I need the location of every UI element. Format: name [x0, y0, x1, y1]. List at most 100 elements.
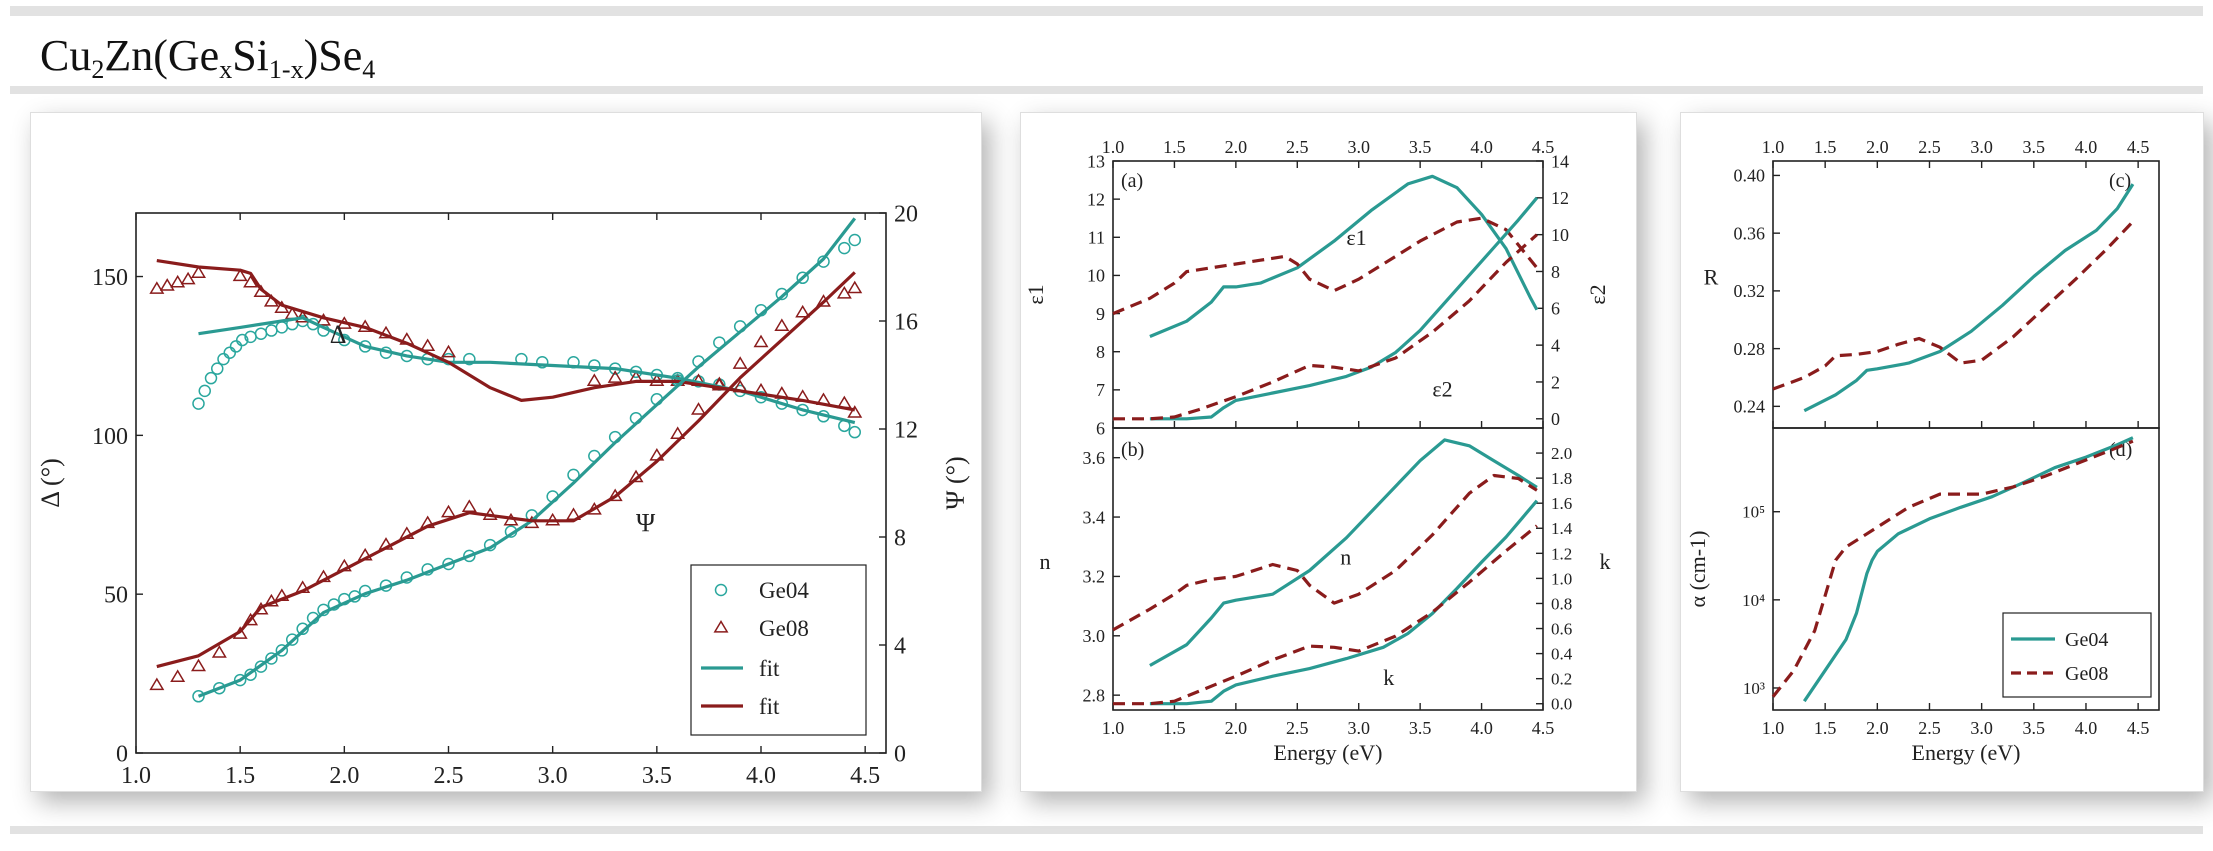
c-y-axis-label-3: 0.36 — [1734, 223, 1766, 243]
b-y-axis-label-2: 3.2 — [1083, 567, 1106, 587]
a-y-axis-label-7: 13 — [1087, 151, 1105, 171]
ge04-point-2-37 — [838, 241, 851, 255]
panel-b-frame — [1112, 427, 1544, 711]
legend-right-label-0: Ge04 — [2065, 629, 2108, 651]
d-x-axis-label-3: 2.5 — [1918, 718, 1941, 738]
legend-right-label-1: Ge08 — [2065, 663, 2108, 685]
title-divider — [10, 86, 2203, 94]
a-y-axis-title: ε1 — [1023, 284, 1048, 304]
ge04-point-0-4 — [217, 352, 230, 366]
a-y-axis-label-5: 11 — [1088, 228, 1105, 248]
b-x-axis-label-2: 2.0 — [1225, 718, 1248, 738]
ge08-point-3-28 — [691, 402, 706, 415]
ge04-point-0-39 — [848, 425, 861, 439]
b-y-axis-title: n — [1040, 549, 1051, 574]
title-part-1: Cu — [40, 31, 92, 80]
ge04-point-0-10 — [265, 324, 278, 337]
c-top-axis-label-2: 2.0 — [1866, 137, 1889, 157]
a-curve-3 — [1113, 233, 1538, 421]
b-y-axis-label-3: 3.4 — [1083, 507, 1106, 527]
x-axis-label-7: 4.5 — [850, 763, 880, 789]
top-divider — [10, 6, 2203, 16]
ge04-point-2-24 — [567, 468, 580, 482]
ge08-point-3-31 — [753, 334, 769, 348]
d-curve-1 — [1771, 439, 2134, 698]
d-curve-0 — [1802, 436, 2134, 703]
a-curve-2 — [1149, 196, 1539, 421]
c-top-axis-label-5: 3.5 — [2023, 137, 2046, 157]
plot-frame — [135, 212, 887, 754]
annotation-eps1: ε1 — [1346, 225, 1366, 250]
a-y-axis-label-1: 7 — [1096, 380, 1105, 400]
ge04-point-2-2 — [233, 673, 247, 687]
panel-b-label: (b) — [1121, 439, 1144, 461]
b-curve-1 — [1112, 473, 1538, 632]
page-title: Cu2Zn(GexSi1-x)Se4 — [40, 30, 375, 85]
ge08-point-3-3 — [211, 645, 227, 658]
a-y-axis-label-3: 9 — [1096, 304, 1105, 324]
ge04-point-2-7 — [286, 633, 299, 646]
d-x-axis-label-6: 4.0 — [2075, 718, 2098, 738]
ge04-point-2-1 — [213, 681, 226, 695]
y2-axis-label-1: 4 — [894, 633, 906, 659]
b-y2-axis-label-10: 2.0 — [1551, 444, 1572, 463]
ge08-point-1-5 — [232, 268, 248, 282]
d-x-axis-label-4: 3.0 — [1970, 718, 1993, 738]
ge04-point-2-6 — [275, 644, 289, 657]
panel-d-frame — [1772, 427, 2160, 711]
a-y2-axis-label-4: 8 — [1551, 262, 1560, 282]
d-y-axis-title: α (cm-1) — [1685, 531, 1710, 608]
d-x-axis-title: Energy (eV) — [1912, 740, 2021, 765]
title-part-4: )Se — [303, 31, 363, 80]
b-y2-axis-label-7: 1.4 — [1551, 519, 1573, 538]
a-y2-axis-label-6: 12 — [1551, 188, 1569, 208]
ge08-point-3-32 — [774, 318, 790, 332]
x-axis-label-5: 3.5 — [642, 763, 672, 789]
c-top-axis-label-6: 4.0 — [2075, 137, 2098, 157]
ge04-point-0-3 — [211, 362, 224, 375]
c-y-axis-label-2: 0.32 — [1734, 281, 1766, 301]
d-x-axis-label-2: 2.0 — [1866, 718, 1889, 738]
c-top-axis-label-7: 4.5 — [2127, 137, 2150, 157]
ge08-point-1-20 — [607, 370, 623, 383]
ge08-point-3-36 — [847, 280, 863, 294]
ge08-point-1-11 — [295, 309, 311, 323]
title-sub-3: 1-x — [268, 55, 304, 84]
reflectance-absorption-panel: 1.0 1.5 2.0 2.5 3.0 3.5 4.0 4.5 1.0 1.5 2.0 2.5 3.0 3… — [1680, 112, 2204, 792]
annotation-eps2: ε2 — [1432, 377, 1452, 402]
a-y2-axis-label-7: 14 — [1551, 151, 1569, 171]
d-x-axis-label-5: 3.5 — [2023, 718, 2046, 738]
y-axis-label-3: 150 — [92, 265, 128, 291]
a-y2-axis-label-3: 6 — [1551, 299, 1560, 319]
a-y2-axis-label-1: 2 — [1551, 372, 1560, 392]
ge08-point-1-3 — [180, 271, 196, 285]
ge04-point-0-11 — [275, 321, 289, 334]
y2-axis-label-5: 20 — [894, 201, 918, 227]
panel-c-label: (c) — [2109, 170, 2131, 192]
x-axis-label-0: 1.0 — [121, 763, 151, 789]
a-top-axis-label-5: 3.5 — [1409, 137, 1432, 157]
b-y2-axis-label-0: 0.0 — [1551, 695, 1572, 714]
ge08-point-1-18 — [441, 344, 456, 358]
ge08-point-3-17 — [461, 499, 477, 512]
ge04-point-2-5 — [265, 652, 278, 665]
c-curve-1 — [1772, 220, 2135, 391]
d-y-axis-label-1: 10⁴ — [1742, 591, 1765, 610]
a-top-axis-label-4: 3.0 — [1347, 137, 1370, 157]
ge04-point-0-9 — [254, 327, 268, 340]
reflectance-absorption-chart: 1.0 1.5 2.0 2.5 3.0 3.5 4.0 4.5 1.0 1.5 2.0 2.5 3.0 3… — [1685, 137, 2160, 765]
legend-label-1: Ge08 — [759, 616, 809, 641]
title-sub-1: 2 — [91, 55, 105, 84]
y2-axis-label-4: 16 — [894, 309, 918, 335]
b-y2-axis-label-3: 0.6 — [1551, 619, 1572, 638]
b-y2-axis-title: k — [1600, 549, 1611, 574]
ellipsometry-panel: 1.0 1.5 2.0 2.5 3.0 3.5 4.0 4.5 0 50 100 150 0 4 8 12 16… — [30, 112, 982, 792]
ge08-point-3-2 — [191, 658, 206, 672]
ge08-point-1-2 — [170, 274, 186, 288]
ge08-point-1-6 — [243, 274, 259, 288]
ge08-point-3-35 — [836, 286, 852, 299]
b-x-axis-label-6: 4.0 — [1470, 718, 1493, 738]
fit-line-5 — [156, 259, 856, 412]
ge08-point-1-17 — [420, 338, 436, 352]
c-y-axis-label-4: 0.40 — [1734, 166, 1766, 186]
